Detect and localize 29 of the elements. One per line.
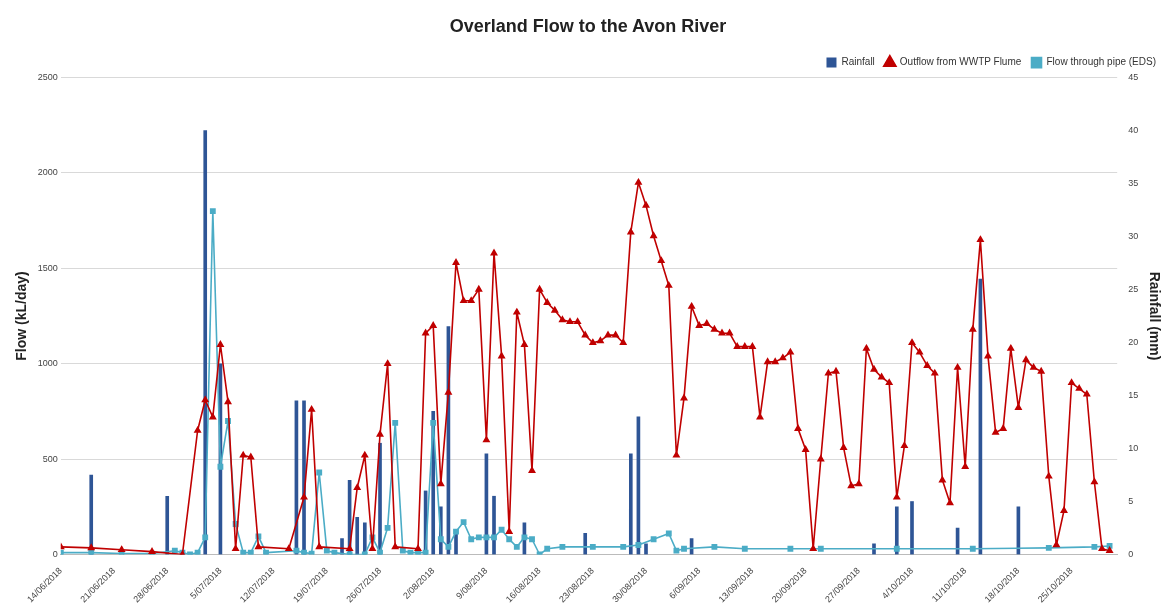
bar [362,522,367,555]
y2-tick-label: 30 [1128,231,1139,242]
bar [910,501,914,555]
legend-label: Rainfall [841,56,875,68]
y-tick-label: 500 [42,453,58,464]
y2-tick-label: 20 [1128,337,1139,348]
y2-tick-label: 10 [1128,443,1139,454]
y2-tick-label: 0 [1128,549,1134,559]
bar [583,532,588,555]
bar [628,453,633,555]
legend-label: Outflow from WWTP Flume [899,56,1022,68]
chart-title: Overland Flow to the Avon River [449,15,727,36]
y2-tick-label: 45 [1128,72,1139,83]
y-tick-label: 0 [52,549,58,559]
y2-tick-label: 15 [1128,390,1139,401]
y-tick-label: 1000 [37,358,58,369]
y2-tick-label: 5 [1128,496,1134,507]
y-tick-label: 2500 [37,72,58,83]
y-tick-label: 1500 [37,262,58,273]
y2-tick-label: 25 [1128,284,1139,295]
bar [492,495,496,555]
y-tick-label: 2000 [37,167,58,178]
y2-axis-title: Rainfall (mm) [1146,271,1163,361]
bar [355,517,360,555]
bar [644,543,648,555]
y2-tick-label: 40 [1128,125,1139,136]
y-axis-title: Flow (kL/day) [13,271,30,361]
legend-label: Flow through pipe (EDS) [1046,56,1157,68]
y2-tick-label: 35 [1128,178,1139,189]
